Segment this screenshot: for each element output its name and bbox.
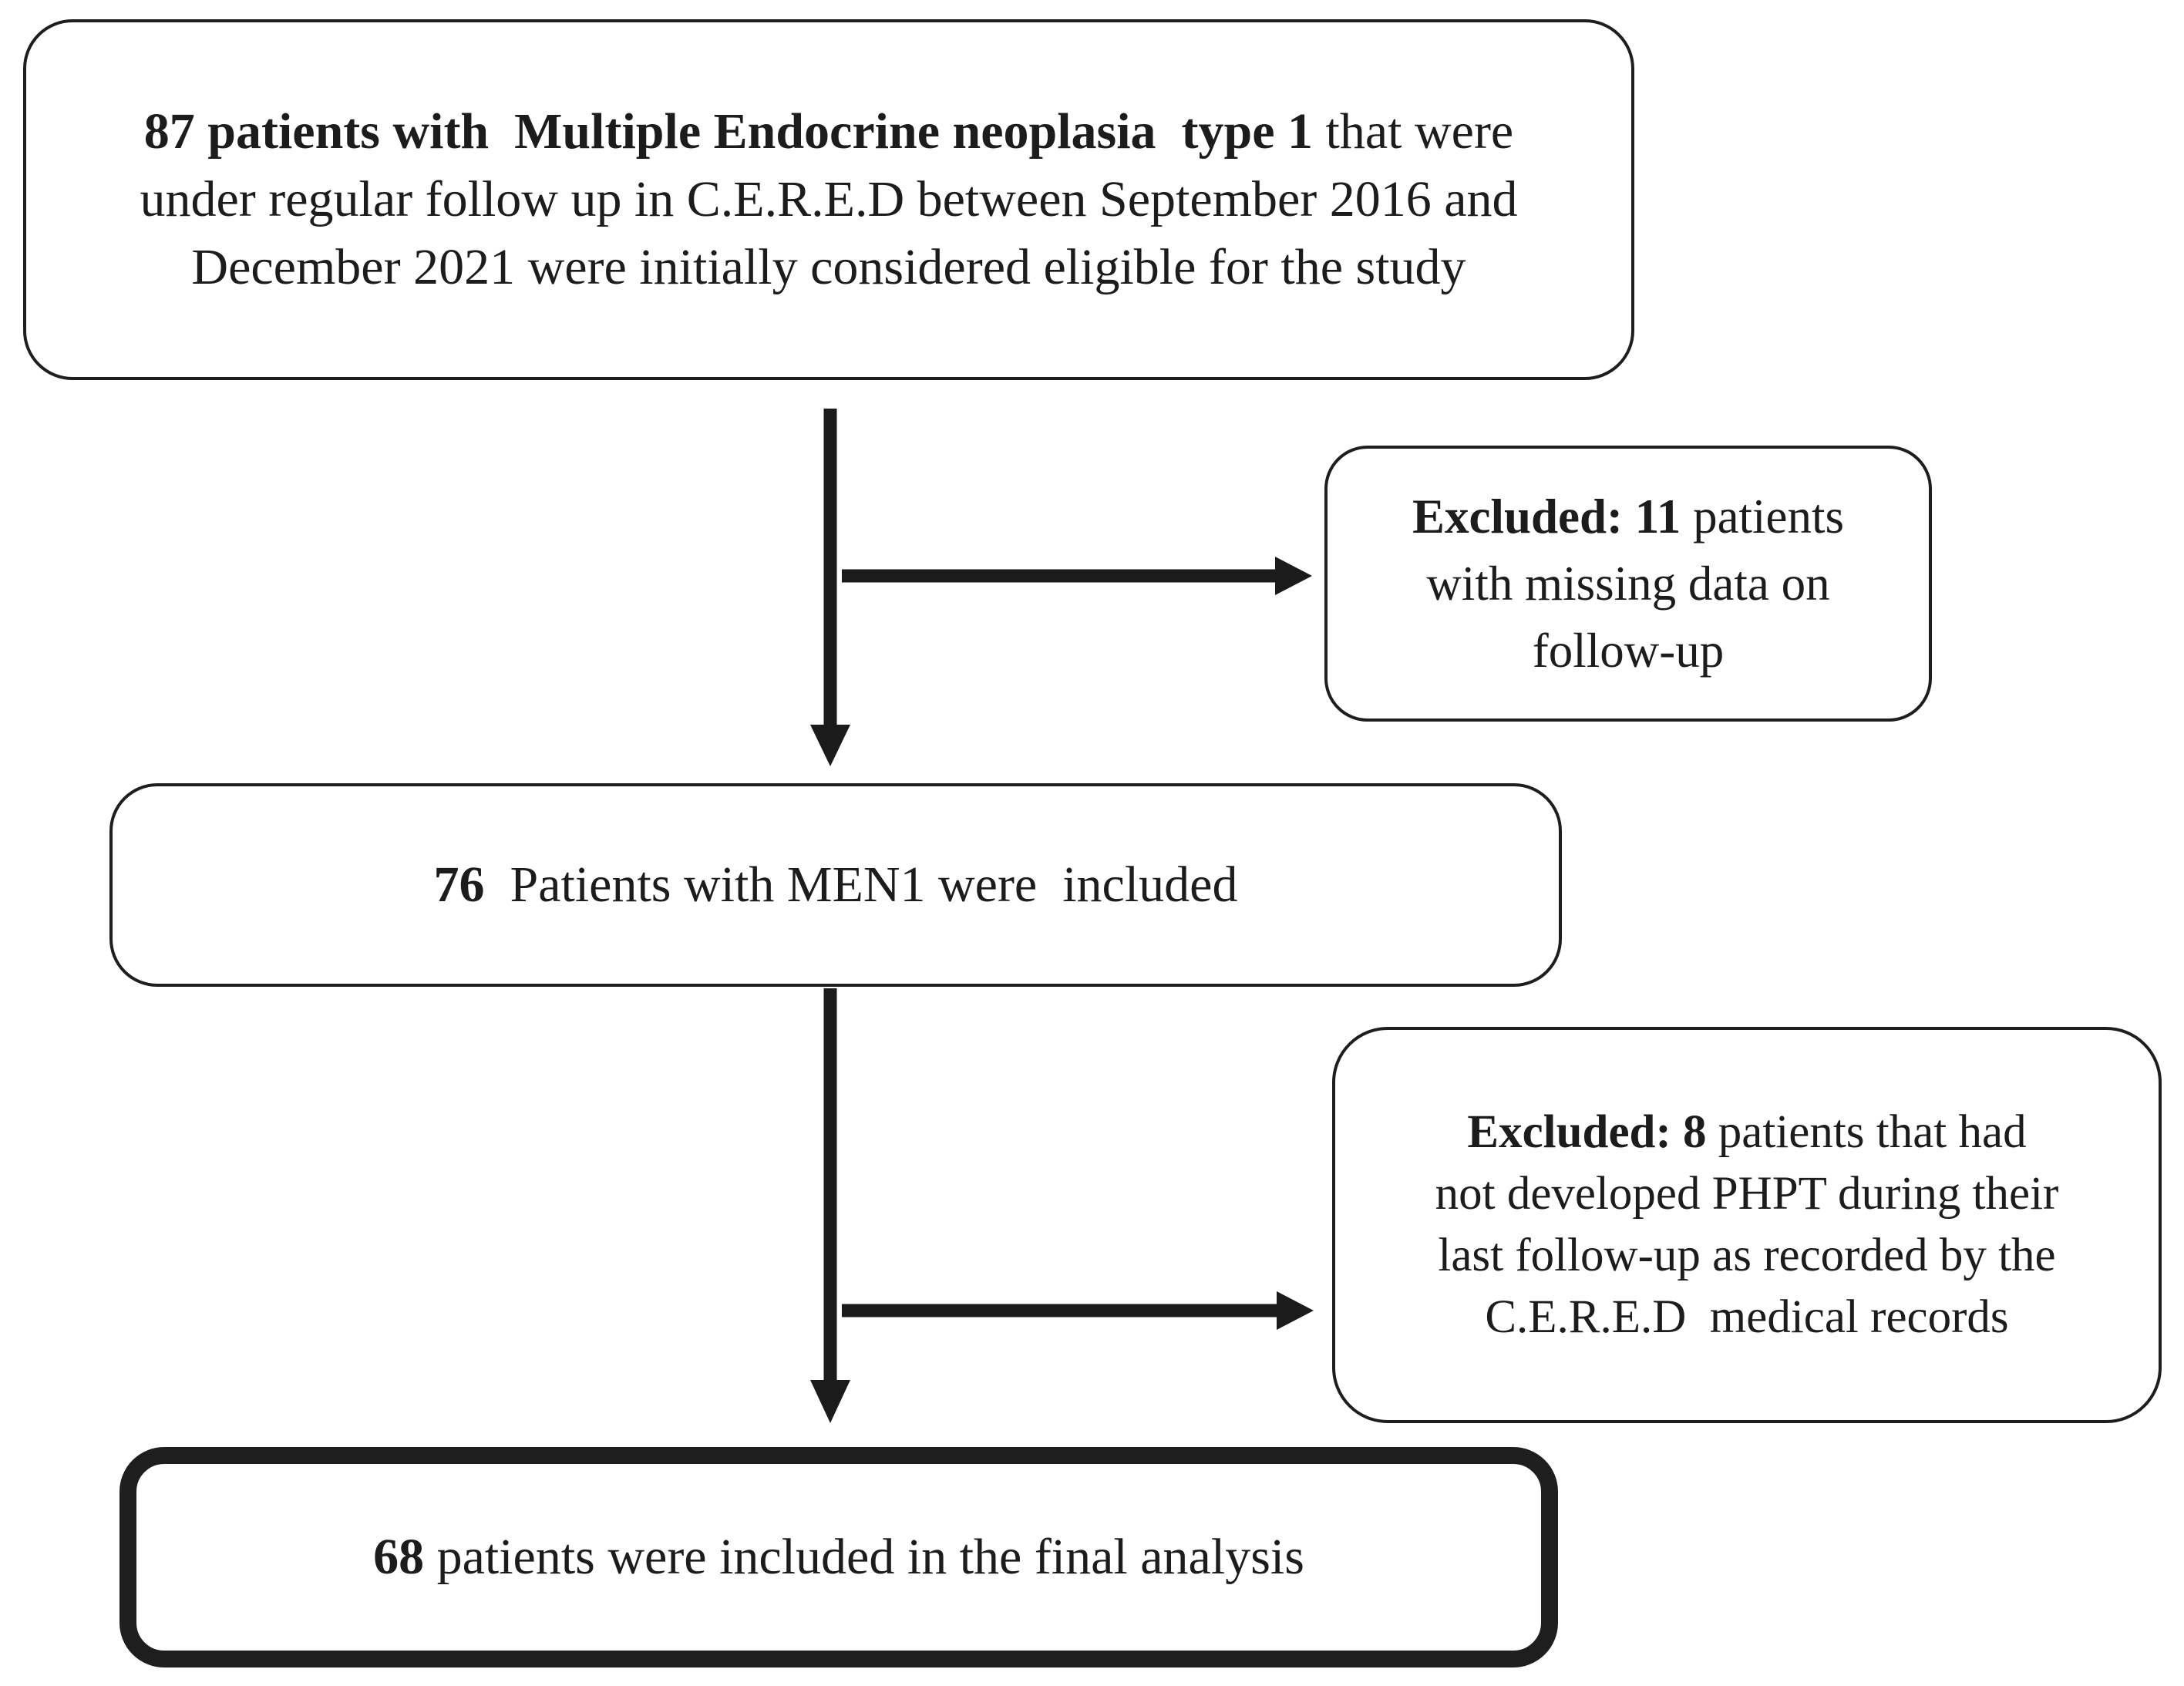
excluded2-line-2: not developed PHPT during their xyxy=(1435,1168,2059,1220)
excluded2-line-4: C.E.R.E.D medical records xyxy=(1485,1291,2009,1343)
excluded1-line-2: with missing data on xyxy=(1426,556,1830,611)
eligible-count: 87 patients with Multiple Endocrine neop… xyxy=(143,103,1314,160)
excluded1-line-3: follow-up xyxy=(1532,623,1725,678)
eligible-line-1: 87 patients with Multiple Endocrine neop… xyxy=(143,103,1514,160)
excluded2-count: Excluded: 8 xyxy=(1467,1106,1707,1158)
eligible-line-2: under regular follow up in C.E.R.E.D bet… xyxy=(140,171,1518,227)
excluded1-line-1: Excluded: 11 patients xyxy=(1412,489,1845,543)
box-final-analysis: 68 patients were included in the final a… xyxy=(119,1447,1558,1667)
box-excluded-missing-data: Excluded: 11 patients with missing data … xyxy=(1324,446,1932,722)
arrow-to-excluded-1 xyxy=(842,557,1312,595)
final-line: 68 patients were included in the final a… xyxy=(373,1529,1304,1585)
excluded1-count: Excluded: 11 xyxy=(1412,489,1681,543)
arrow-included-to-final xyxy=(810,988,850,1423)
box-included-patients: 76 Patients with MEN1 were included xyxy=(109,783,1562,987)
excluded2-line-1: Excluded: 8 patients that had xyxy=(1467,1106,2027,1158)
eligible-line-3: December 2021 were initially considered … xyxy=(191,239,1466,295)
final-count: 68 xyxy=(373,1529,425,1585)
included-line: 76 Patients with MEN1 were included xyxy=(433,856,1238,913)
arrow-eligible-to-included xyxy=(810,409,850,766)
included-count: 76 xyxy=(433,856,485,913)
excluded2-line-3: last follow-up as recorded by the xyxy=(1438,1230,2056,1281)
box-excluded-no-phpt: Excluded: 8 patients that had not develo… xyxy=(1332,1027,2162,1423)
box-eligible-patients: 87 patients with Multiple Endocrine neop… xyxy=(23,19,1634,380)
arrow-to-excluded-2 xyxy=(842,1291,1314,1330)
